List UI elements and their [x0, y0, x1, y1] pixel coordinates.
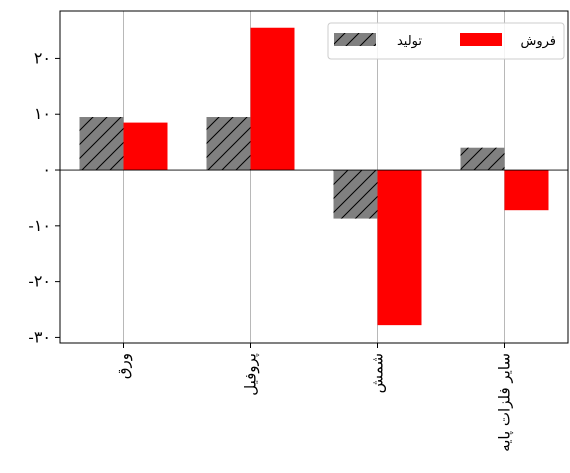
- y-tick-label: -۳۰: [28, 327, 51, 346]
- bar-hatch: [333, 170, 378, 219]
- axes-frame: [59, 10, 569, 344]
- bar-sales: [377, 170, 422, 326]
- y-tick-label: ۱۰: [34, 104, 51, 123]
- legend-label: فروش: [520, 34, 556, 49]
- legend-swatch: [460, 33, 502, 46]
- bar-sales: [250, 27, 295, 171]
- x-tick-label: پروفیل: [242, 353, 261, 396]
- legend-box: [327, 22, 565, 60]
- bar-hatch: [206, 117, 251, 171]
- x-tick-label: شمش: [369, 353, 387, 393]
- y-tick-label: -۱۰: [28, 216, 51, 235]
- bar-hatch: [460, 147, 505, 171]
- plot-area: -۳۰ -۲۰ -۱۰ ۰ ۱۰ ۲۰ ورق پروفیل شمش سایر فلزات پای…: [28, 10, 569, 452]
- bar-sales: [504, 170, 549, 211]
- legend: تولید فروش: [327, 22, 565, 60]
- legend-swatch-hatch: [334, 33, 376, 46]
- y-tick-label: -۲۰: [28, 272, 51, 291]
- y-tick-label: ۰: [42, 160, 51, 179]
- bar-hatch: [79, 117, 124, 171]
- y-tick-label: ۲۰: [34, 48, 51, 67]
- legend-label: تولید: [397, 34, 422, 49]
- bar-sales: [123, 122, 168, 171]
- x-tick-label: سایر فلزات پایه: [496, 353, 515, 452]
- x-tick-label: ورق: [115, 353, 133, 379]
